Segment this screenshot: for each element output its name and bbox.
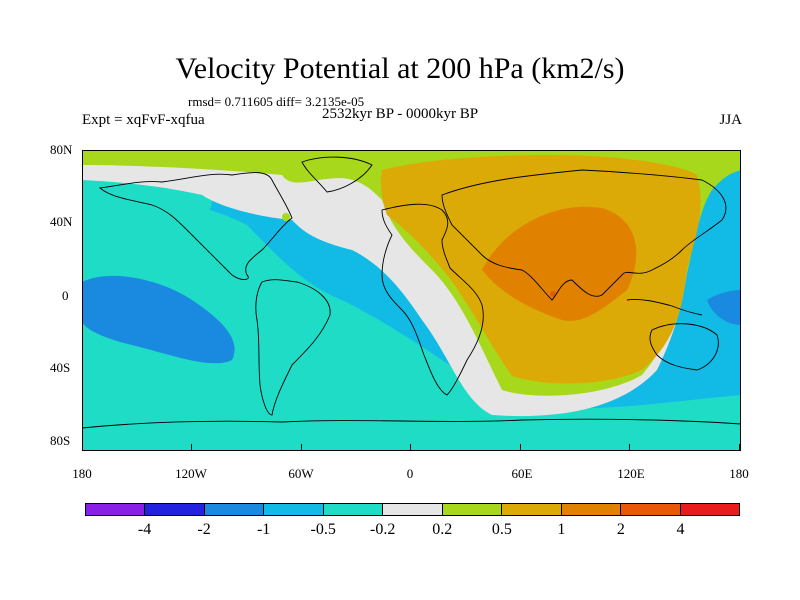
lon-tick-label: 120E <box>617 466 645 481</box>
contour-fill-minus-0.2-to-minus-0.5 <box>82 345 741 451</box>
lon-tick-label: 120W <box>175 466 207 481</box>
lon-tick-label: 0 <box>406 466 414 481</box>
colorbar-tick-label: -0.2 <box>370 521 396 538</box>
lon-tick-label: 180 <box>72 466 92 481</box>
colorbar-tick-label: -0.5 <box>310 521 336 538</box>
contour-fill-minus-1-to-minus-2 <box>82 275 235 364</box>
map-title: Velocity Potential at 200 hPa (km2/s) <box>175 52 625 85</box>
colorbar-box <box>441 503 503 516</box>
lon-tick-label: 60E <box>511 466 533 481</box>
lon-tick <box>629 444 630 450</box>
lat-tick-label: 0 <box>62 288 69 303</box>
lon-tick-label: 60W <box>288 466 314 481</box>
colorbar-box <box>382 503 443 516</box>
colorbar-tick-label: 0.5 <box>491 521 512 538</box>
colorbar-box <box>263 503 324 516</box>
contour-fill-1-to-2 <box>482 206 637 321</box>
colorbar-box <box>620 503 681 516</box>
colorbar-tick-label: -4 <box>137 521 152 538</box>
colorbar-box <box>501 503 562 516</box>
experiment-label: Expt = xqFvF-xqfua <box>82 112 205 128</box>
contour-fill-minus-1-to-minus-2 <box>707 290 741 325</box>
colorbar-box <box>322 503 384 516</box>
coastlines <box>82 156 741 429</box>
velocity-potential-map <box>82 150 741 451</box>
lon-tick <box>739 444 740 450</box>
colorbar-tick-label: -2 <box>197 521 211 538</box>
contour-fill-2-to-4 <box>550 291 556 297</box>
colorbar-tick-label: 1 <box>557 521 566 538</box>
lat-tick-label: 80N <box>50 142 73 157</box>
colorbar-box <box>560 503 622 516</box>
contour-fill-0.2-to-0.5-spot <box>282 213 290 221</box>
lat-tick-label: 40S <box>50 360 71 375</box>
colorbar-box <box>679 503 740 516</box>
colorbar-tick-label: 4 <box>676 521 685 538</box>
lat-tick-label: 40N <box>50 214 73 229</box>
colorbar-tick-label: 2 <box>616 521 625 538</box>
lon-tick <box>410 444 411 450</box>
colorbar <box>85 503 740 516</box>
time-period-label: 2532kyr BP - 0000kyr BP <box>321 106 479 122</box>
colorbar-box <box>144 503 205 516</box>
colorbar-box <box>203 503 265 516</box>
lon-tick <box>191 444 192 450</box>
lat-tick-label: 80S <box>50 433 71 448</box>
lon-tick-label: 180 <box>729 466 749 481</box>
colorbar-tick-label: 0.2 <box>432 521 453 538</box>
rmsd-diff-stats: rmsd= 0.711605 diff= 3.2135e-05 <box>188 94 365 109</box>
lon-tick <box>301 444 302 450</box>
colorbar-box <box>85 503 146 516</box>
season-label: JJA <box>719 112 742 128</box>
lon-tick <box>82 444 83 450</box>
colorbar-tick-label: -1 <box>256 521 271 538</box>
lon-tick <box>520 444 521 450</box>
